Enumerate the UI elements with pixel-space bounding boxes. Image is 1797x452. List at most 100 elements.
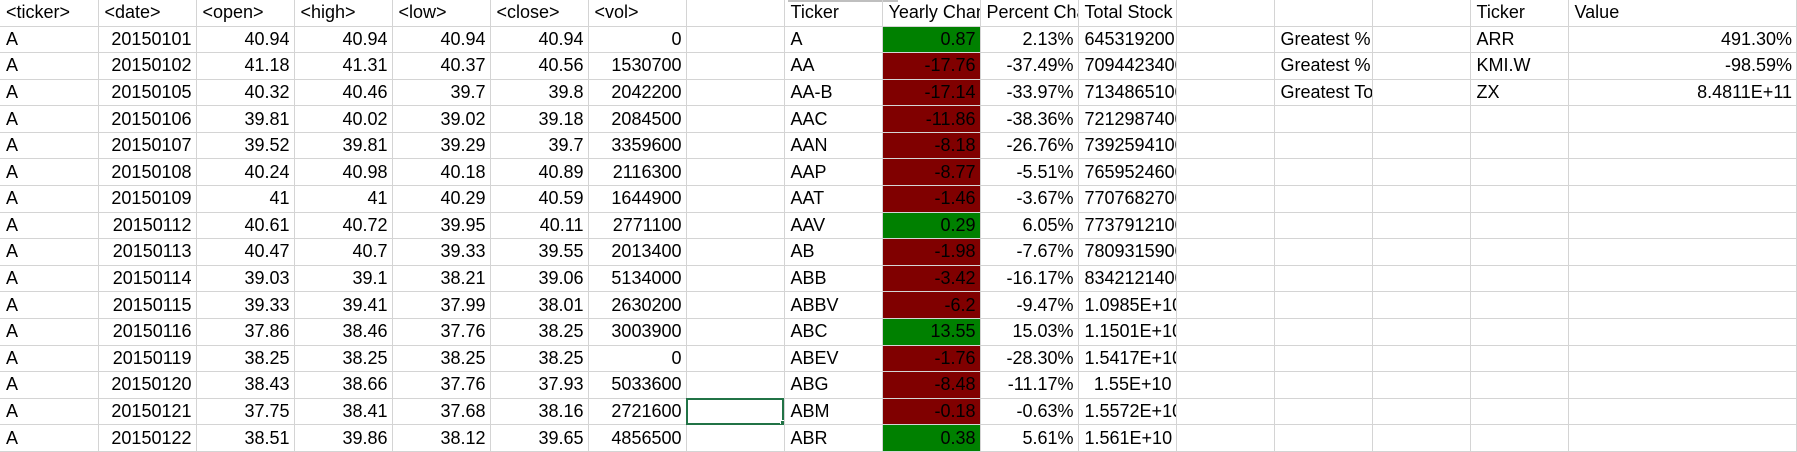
empty-cell[interactable] bbox=[1372, 79, 1471, 107]
total-volume[interactable]: 1.5572E+10 bbox=[1078, 398, 1177, 426]
empty-cell[interactable] bbox=[686, 238, 785, 266]
yearly-change[interactable]: -1.46 bbox=[882, 185, 981, 213]
empty-cell[interactable] bbox=[686, 79, 785, 107]
percent-change[interactable]: 5.61% bbox=[980, 424, 1079, 452]
greatest-ticker[interactable]: ARR bbox=[1470, 26, 1569, 54]
cell-low[interactable]: 38.25 bbox=[392, 345, 491, 373]
empty-cell[interactable] bbox=[1274, 185, 1373, 213]
cell-high[interactable]: 41 bbox=[294, 185, 393, 213]
cell-low[interactable]: 37.99 bbox=[392, 291, 491, 319]
empty-cell[interactable] bbox=[1470, 212, 1569, 240]
empty-cell[interactable] bbox=[1568, 238, 1797, 266]
cell-high[interactable]: 38.46 bbox=[294, 318, 393, 346]
percent-change[interactable]: -3.67% bbox=[980, 185, 1079, 213]
empty-cell[interactable] bbox=[686, 424, 785, 452]
empty-cell[interactable] bbox=[1176, 371, 1275, 399]
header-close[interactable]: <close> bbox=[490, 0, 589, 27]
empty-cell[interactable] bbox=[1176, 79, 1275, 107]
empty-cell[interactable] bbox=[686, 318, 785, 346]
empty-cell[interactable] bbox=[1176, 345, 1275, 373]
cell-high[interactable]: 41.31 bbox=[294, 52, 393, 80]
yearly-change[interactable]: 0.29 bbox=[882, 212, 981, 240]
percent-change[interactable]: -7.67% bbox=[980, 238, 1079, 266]
empty-cell[interactable] bbox=[1274, 424, 1373, 452]
cell-close[interactable]: 39.06 bbox=[490, 265, 589, 293]
cell-ticker[interactable]: A bbox=[0, 132, 99, 160]
yearly-change[interactable]: -1.98 bbox=[882, 238, 981, 266]
empty-cell[interactable] bbox=[1274, 158, 1373, 187]
cell-open[interactable]: 38.51 bbox=[196, 424, 295, 452]
yearly-change[interactable]: -17.76 bbox=[882, 52, 981, 80]
total-volume[interactable]: 7212987400 bbox=[1078, 105, 1177, 133]
empty-cell[interactable] bbox=[1176, 318, 1275, 346]
cell-vol[interactable]: 5134000 bbox=[588, 265, 687, 293]
cell-open[interactable]: 39.81 bbox=[196, 105, 295, 133]
header-date[interactable]: <date> bbox=[98, 0, 197, 27]
header-low[interactable]: <low> bbox=[392, 0, 491, 27]
empty-cell[interactable] bbox=[1274, 132, 1373, 160]
summary-ticker[interactable]: ABR bbox=[784, 424, 883, 452]
cell-date[interactable]: 20150106 bbox=[98, 105, 197, 133]
cell-date[interactable]: 20150102 bbox=[98, 52, 197, 80]
cell-vol[interactable]: 4856500 bbox=[588, 424, 687, 452]
empty-cell[interactable] bbox=[1274, 105, 1373, 133]
empty-cell[interactable] bbox=[1372, 345, 1471, 373]
percent-change[interactable]: -9.47% bbox=[980, 291, 1079, 319]
cell-vol[interactable]: 2084500 bbox=[588, 105, 687, 133]
cell-low[interactable]: 38.21 bbox=[392, 265, 491, 293]
cell-low[interactable]: 37.76 bbox=[392, 318, 491, 346]
empty-cell[interactable] bbox=[686, 185, 785, 213]
empty-cell[interactable] bbox=[1274, 212, 1373, 240]
empty-cell[interactable] bbox=[1372, 212, 1471, 240]
cell-high[interactable]: 38.41 bbox=[294, 398, 393, 426]
cell-date[interactable]: 20150108 bbox=[98, 158, 197, 187]
empty-cell[interactable] bbox=[1372, 424, 1471, 452]
summary-ticker[interactable]: AAT bbox=[784, 185, 883, 213]
cell-high[interactable]: 40.02 bbox=[294, 105, 393, 133]
greatest-ticker[interactable]: ZX bbox=[1470, 79, 1569, 107]
total-volume[interactable]: 7809315900 bbox=[1078, 238, 1177, 266]
yearly-change[interactable]: -17.14 bbox=[882, 79, 981, 107]
empty-cell[interactable] bbox=[1470, 371, 1569, 399]
total-volume[interactable]: 7737912100 bbox=[1078, 212, 1177, 240]
cell-low[interactable]: 37.76 bbox=[392, 371, 491, 399]
empty-cell[interactable] bbox=[1176, 158, 1275, 187]
cell-vol[interactable]: 0 bbox=[588, 26, 687, 54]
empty-cell[interactable] bbox=[1274, 318, 1373, 346]
summary-ticker[interactable]: ABBV bbox=[784, 291, 883, 319]
empty-cell[interactable] bbox=[1568, 371, 1797, 399]
empty-cell[interactable] bbox=[1372, 158, 1471, 187]
cell-open[interactable]: 37.75 bbox=[196, 398, 295, 426]
greatest-value[interactable]: 491.30% bbox=[1568, 26, 1797, 54]
cell-date[interactable]: 20150107 bbox=[98, 132, 197, 160]
summary-header-volume[interactable]: Total Stock Volume bbox=[1078, 0, 1177, 27]
cell-date[interactable]: 20150121 bbox=[98, 398, 197, 426]
empty-cell[interactable] bbox=[1176, 0, 1275, 27]
cell-vol[interactable]: 2630200 bbox=[588, 291, 687, 319]
cell-high[interactable]: 38.25 bbox=[294, 345, 393, 373]
cell-date[interactable]: 20150120 bbox=[98, 371, 197, 399]
empty-cell[interactable] bbox=[1470, 238, 1569, 266]
empty-cell[interactable] bbox=[1274, 371, 1373, 399]
cell-close[interactable]: 40.56 bbox=[490, 52, 589, 80]
percent-change[interactable]: 15.03% bbox=[980, 318, 1079, 346]
cell-ticker[interactable]: A bbox=[0, 79, 99, 107]
total-volume[interactable]: 8342121400 bbox=[1078, 265, 1177, 293]
summary-ticker[interactable]: AA-B bbox=[784, 79, 883, 107]
empty-cell[interactable] bbox=[1176, 132, 1275, 160]
cell-low[interactable]: 40.18 bbox=[392, 158, 491, 187]
summary-ticker[interactable]: ABM bbox=[784, 398, 883, 426]
summary-ticker[interactable]: ABB bbox=[784, 265, 883, 293]
cell-ticker[interactable]: A bbox=[0, 238, 99, 266]
cell-low[interactable]: 39.02 bbox=[392, 105, 491, 133]
empty-cell[interactable] bbox=[1568, 212, 1797, 240]
cell-close[interactable]: 38.25 bbox=[490, 318, 589, 346]
cell-ticker[interactable]: A bbox=[0, 398, 99, 426]
cell-low[interactable]: 38.12 bbox=[392, 424, 491, 452]
cell-ticker[interactable]: A bbox=[0, 52, 99, 80]
cell-high[interactable]: 40.7 bbox=[294, 238, 393, 266]
cell-date[interactable]: 20150116 bbox=[98, 318, 197, 346]
empty-cell[interactable] bbox=[1372, 371, 1471, 399]
cell-high[interactable]: 40.94 bbox=[294, 26, 393, 54]
empty-cell[interactable] bbox=[1470, 265, 1569, 293]
